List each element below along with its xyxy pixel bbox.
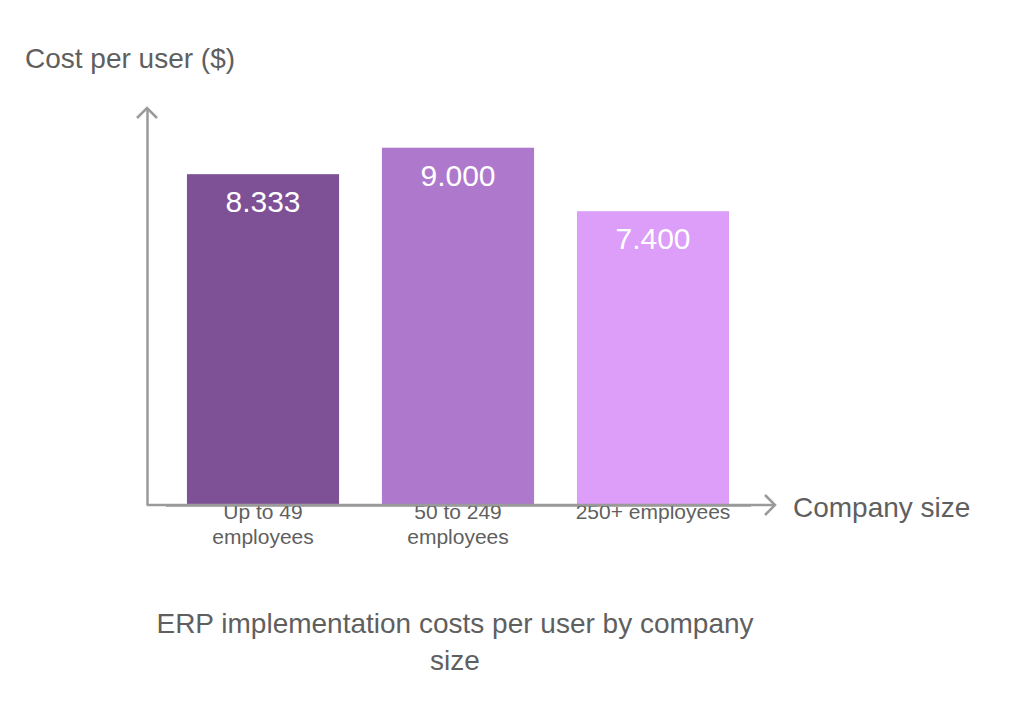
x-tick-label: Up to 49employees — [212, 500, 314, 548]
axis-lines — [137, 108, 775, 515]
x-tick: Up to 49employees — [212, 500, 314, 548]
data-label: 7.400 — [615, 222, 690, 255]
text-line: size — [430, 645, 480, 676]
bar — [577, 211, 729, 505]
chart-title: ERP implementation costs per user by com… — [156, 608, 753, 676]
x-tick: 250+ employees — [576, 500, 731, 523]
x-tick-label: 250+ employees — [576, 500, 731, 523]
y-axis — [147, 109, 148, 506]
text-line: employees — [212, 525, 314, 548]
y-axis-title: Cost per user ($) — [25, 43, 235, 74]
plot-area — [187, 148, 729, 505]
x-axis: Up to 49employees50 to 249employees250+ … — [166, 500, 751, 548]
text-line: 250+ employees — [576, 500, 731, 523]
x-tick-label: 50 to 249employees — [407, 500, 509, 548]
x-axis-baseline — [147, 504, 775, 507]
x-tick: 50 to 249employees — [407, 500, 509, 548]
x-axis-arrow — [765, 495, 775, 515]
data-labels: 8.333 9.000 7.400 — [225, 159, 690, 256]
y-axis-line — [146, 109, 149, 506]
text-line: employees — [407, 525, 509, 548]
text-line: Up to 49 — [223, 500, 302, 523]
data-label: 9.000 — [420, 159, 495, 192]
text-line: 50 to 249 — [414, 500, 502, 523]
text-line: ERP implementation costs per user by com… — [156, 608, 753, 639]
y-axis-arrow — [137, 108, 157, 118]
chart-svg: Up to 49employees50 to 249employees250+ … — [0, 0, 1024, 702]
data-label: 8.333 — [225, 185, 300, 218]
bar — [187, 174, 339, 505]
bar — [382, 148, 534, 505]
x-axis-title: Company size — [793, 492, 970, 523]
